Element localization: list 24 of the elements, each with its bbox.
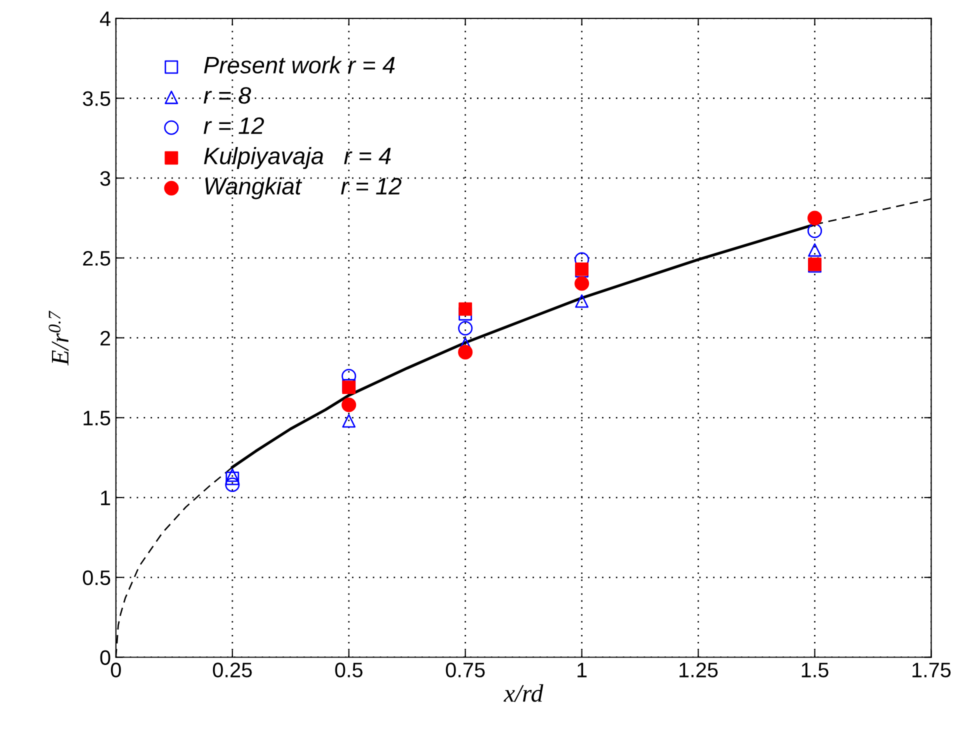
x-tick-label: 0.5 [335, 662, 362, 678]
x-tick-label: 1.5 [802, 662, 828, 678]
y-axis-title: E/r$^{0.7}$ [48, 310, 69, 366]
y-tick-label: 2 [100, 330, 110, 346]
x-tick-label: 1.75 [912, 662, 951, 678]
y-tick-label: 3.5 [82, 91, 110, 106]
x-axis-title: x/rd [504, 684, 544, 702]
legend-label: Present work r = 4 [204, 56, 395, 74]
y-tick-label: 4 [100, 12, 110, 26]
x-tick-label: 1 [578, 662, 587, 678]
y-tick-label: 1 [101, 490, 110, 506]
x-tick-label: 0 [110, 662, 121, 678]
legend-label: r = 12 [204, 117, 264, 134]
y-tick-label: 2.5 [83, 250, 110, 266]
legend-label: Wangkiat r = 12 [205, 177, 402, 200]
x-tick-label: 1.25 [680, 662, 718, 678]
x-tick-label: 0.75 [446, 662, 485, 678]
x-tick-label: 0.25 [212, 662, 252, 678]
legend-label: Kulpiyavaja r = 4 [204, 147, 391, 170]
y-tick-label: 3 [100, 171, 110, 186]
legend-label: r = 8 [204, 87, 252, 104]
y-tick-label: 0.5 [82, 570, 110, 586]
y-tick-label: 0 [100, 650, 110, 665]
y-tick-label: 1.5 [84, 410, 110, 426]
